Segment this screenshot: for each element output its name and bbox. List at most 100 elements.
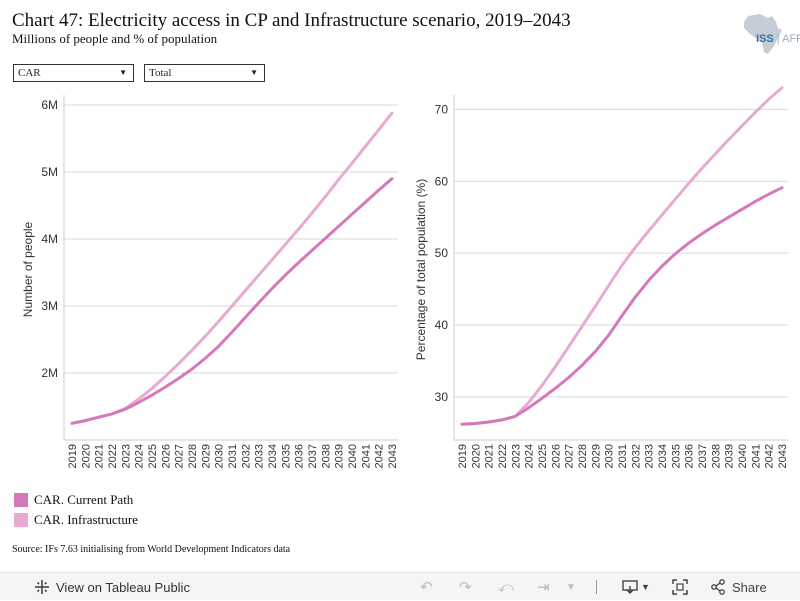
y-tick-label: 60 — [435, 174, 449, 188]
refresh-dropdown-icon[interactable]: ▼ — [566, 581, 576, 593]
x-tick-label: 2027 — [174, 444, 186, 468]
x-tick-label: 2023 — [120, 444, 132, 468]
x-tick-label: 2025 — [537, 444, 549, 468]
tableau-toolbar: View on Tableau Public ↶ ↷ ⤺ ⇥ ▼ ▼ Share — [0, 572, 800, 600]
x-tick-label: 2020 — [470, 444, 482, 468]
x-tick-label: 2036 — [294, 444, 306, 468]
group-dropdown[interactable]: Total ▼ — [144, 64, 265, 82]
download-dropdown-icon: ▼ — [641, 582, 650, 592]
y-tick-label: 3M — [41, 299, 58, 313]
x-tick-label: 2031 — [227, 444, 239, 468]
legend-swatch — [14, 513, 28, 527]
x-tick-label: 2038 — [710, 444, 722, 468]
redo-icon[interactable]: ↷ — [459, 579, 472, 596]
x-tick-label: 2028 — [187, 444, 199, 468]
y-tick-label: 5M — [41, 165, 58, 179]
group-dropdown-value: Total — [149, 67, 172, 79]
series-line-infrastructure — [460, 86, 784, 426]
x-tick-label: 2024 — [524, 444, 536, 468]
dropdown-arrow-icon: ▼ — [250, 68, 258, 77]
x-tick-label: 2019 — [457, 444, 469, 468]
tableau-icon — [35, 580, 49, 594]
x-tick-label: 2031 — [617, 444, 629, 468]
chart-title: Chart 47: Electricity access in CP and I… — [12, 10, 571, 31]
download-icon — [622, 580, 638, 594]
x-tick-label: 2042 — [764, 444, 776, 468]
legend: CAR. Current Path CAR. Infrastructure — [14, 490, 138, 530]
x-tick-label: 2021 — [484, 444, 496, 468]
fullscreen-icon[interactable] — [672, 573, 688, 601]
series-line-infrastructure — [70, 111, 394, 425]
x-tick-label: 2043 — [777, 444, 789, 468]
y-tick-label: 4M — [41, 232, 58, 246]
x-tick-label: 2026 — [160, 444, 172, 468]
view-on-tableau-button[interactable]: View on Tableau Public — [34, 573, 190, 601]
x-tick-label: 2026 — [550, 444, 562, 468]
iss-logo: ISS | AFRICA — [756, 33, 800, 45]
y-tick-label: 40 — [435, 318, 449, 332]
series-line-current-path — [460, 186, 784, 426]
x-tick-label: 2030 — [604, 444, 616, 468]
x-tick-label: 2040 — [347, 444, 359, 468]
revert-icon[interactable]: ⤺ — [498, 578, 515, 596]
y-tick-label: 2M — [41, 366, 58, 380]
y-tick-label: 50 — [435, 246, 449, 260]
x-tick-label: 2027 — [564, 444, 576, 468]
x-tick-label: 2020 — [80, 444, 92, 468]
y-axis-label: Number of people — [21, 221, 35, 317]
x-tick-label: 2021 — [94, 444, 106, 468]
x-tick-label: 2033 — [644, 444, 656, 468]
x-tick-label: 2032 — [240, 444, 252, 468]
africa-logo-icon — [744, 14, 782, 54]
x-tick-label: 2037 — [697, 444, 709, 468]
legend-swatch — [14, 493, 28, 507]
y-axis-label: Percentage of total population (%) — [414, 179, 428, 360]
x-tick-label: 2037 — [307, 444, 319, 468]
country-dropdown[interactable]: CAR ▼ — [13, 64, 134, 82]
x-tick-label: 2036 — [684, 444, 696, 468]
x-tick-label: 2035 — [280, 444, 292, 468]
x-tick-label: 2041 — [360, 444, 372, 468]
x-tick-label: 2023 — [510, 444, 522, 468]
x-tick-label: 2030 — [214, 444, 226, 468]
country-dropdown-value: CAR — [18, 67, 41, 79]
x-tick-label: 2022 — [497, 444, 509, 468]
toolbar-divider — [596, 580, 597, 594]
x-tick-label: 2022 — [107, 444, 119, 468]
legend-label: CAR. Infrastructure — [34, 512, 138, 527]
x-tick-label: 2025 — [147, 444, 159, 468]
share-icon — [711, 579, 725, 595]
download-button[interactable]: ▼ — [622, 573, 650, 601]
x-tick-label: 2040 — [737, 444, 749, 468]
y-tick-label: 6M — [41, 98, 58, 112]
y-tick-label: 70 — [435, 102, 449, 116]
x-tick-label: 2039 — [334, 444, 346, 468]
legend-item-current-path[interactable]: CAR. Current Path — [14, 490, 138, 510]
x-tick-label: 2029 — [200, 444, 212, 468]
x-tick-label: 2032 — [630, 444, 642, 468]
x-tick-label: 2019 — [67, 444, 79, 468]
share-button[interactable]: Share — [710, 573, 767, 601]
refresh-icon[interactable]: ⇥ — [537, 579, 550, 596]
x-tick-label: 2038 — [320, 444, 332, 468]
x-tick-label: 2043 — [387, 444, 399, 468]
undo-icon[interactable]: ↶ — [420, 579, 433, 596]
x-tick-label: 2024 — [134, 444, 146, 468]
x-tick-label: 2042 — [374, 444, 386, 468]
view-on-tableau-label: View on Tableau Public — [56, 579, 190, 595]
x-tick-label: 2039 — [724, 444, 736, 468]
y-tick-label: 30 — [435, 390, 449, 404]
source-note: Source: IFs 7.63 initialising from World… — [12, 544, 291, 555]
x-tick-label: 2041 — [750, 444, 762, 468]
dropdown-arrow-icon: ▼ — [119, 68, 127, 77]
chart-subtitle: Millions of people and % of population — [12, 31, 218, 46]
x-tick-label: 2034 — [657, 444, 669, 468]
x-tick-label: 2035 — [670, 444, 682, 468]
x-tick-label: 2034 — [267, 444, 279, 468]
share-label: Share — [732, 579, 767, 595]
legend-item-infrastructure[interactable]: CAR. Infrastructure — [14, 510, 138, 530]
legend-label: CAR. Current Path — [34, 492, 134, 507]
x-tick-label: 2028 — [577, 444, 589, 468]
x-tick-label: 2033 — [254, 444, 266, 468]
